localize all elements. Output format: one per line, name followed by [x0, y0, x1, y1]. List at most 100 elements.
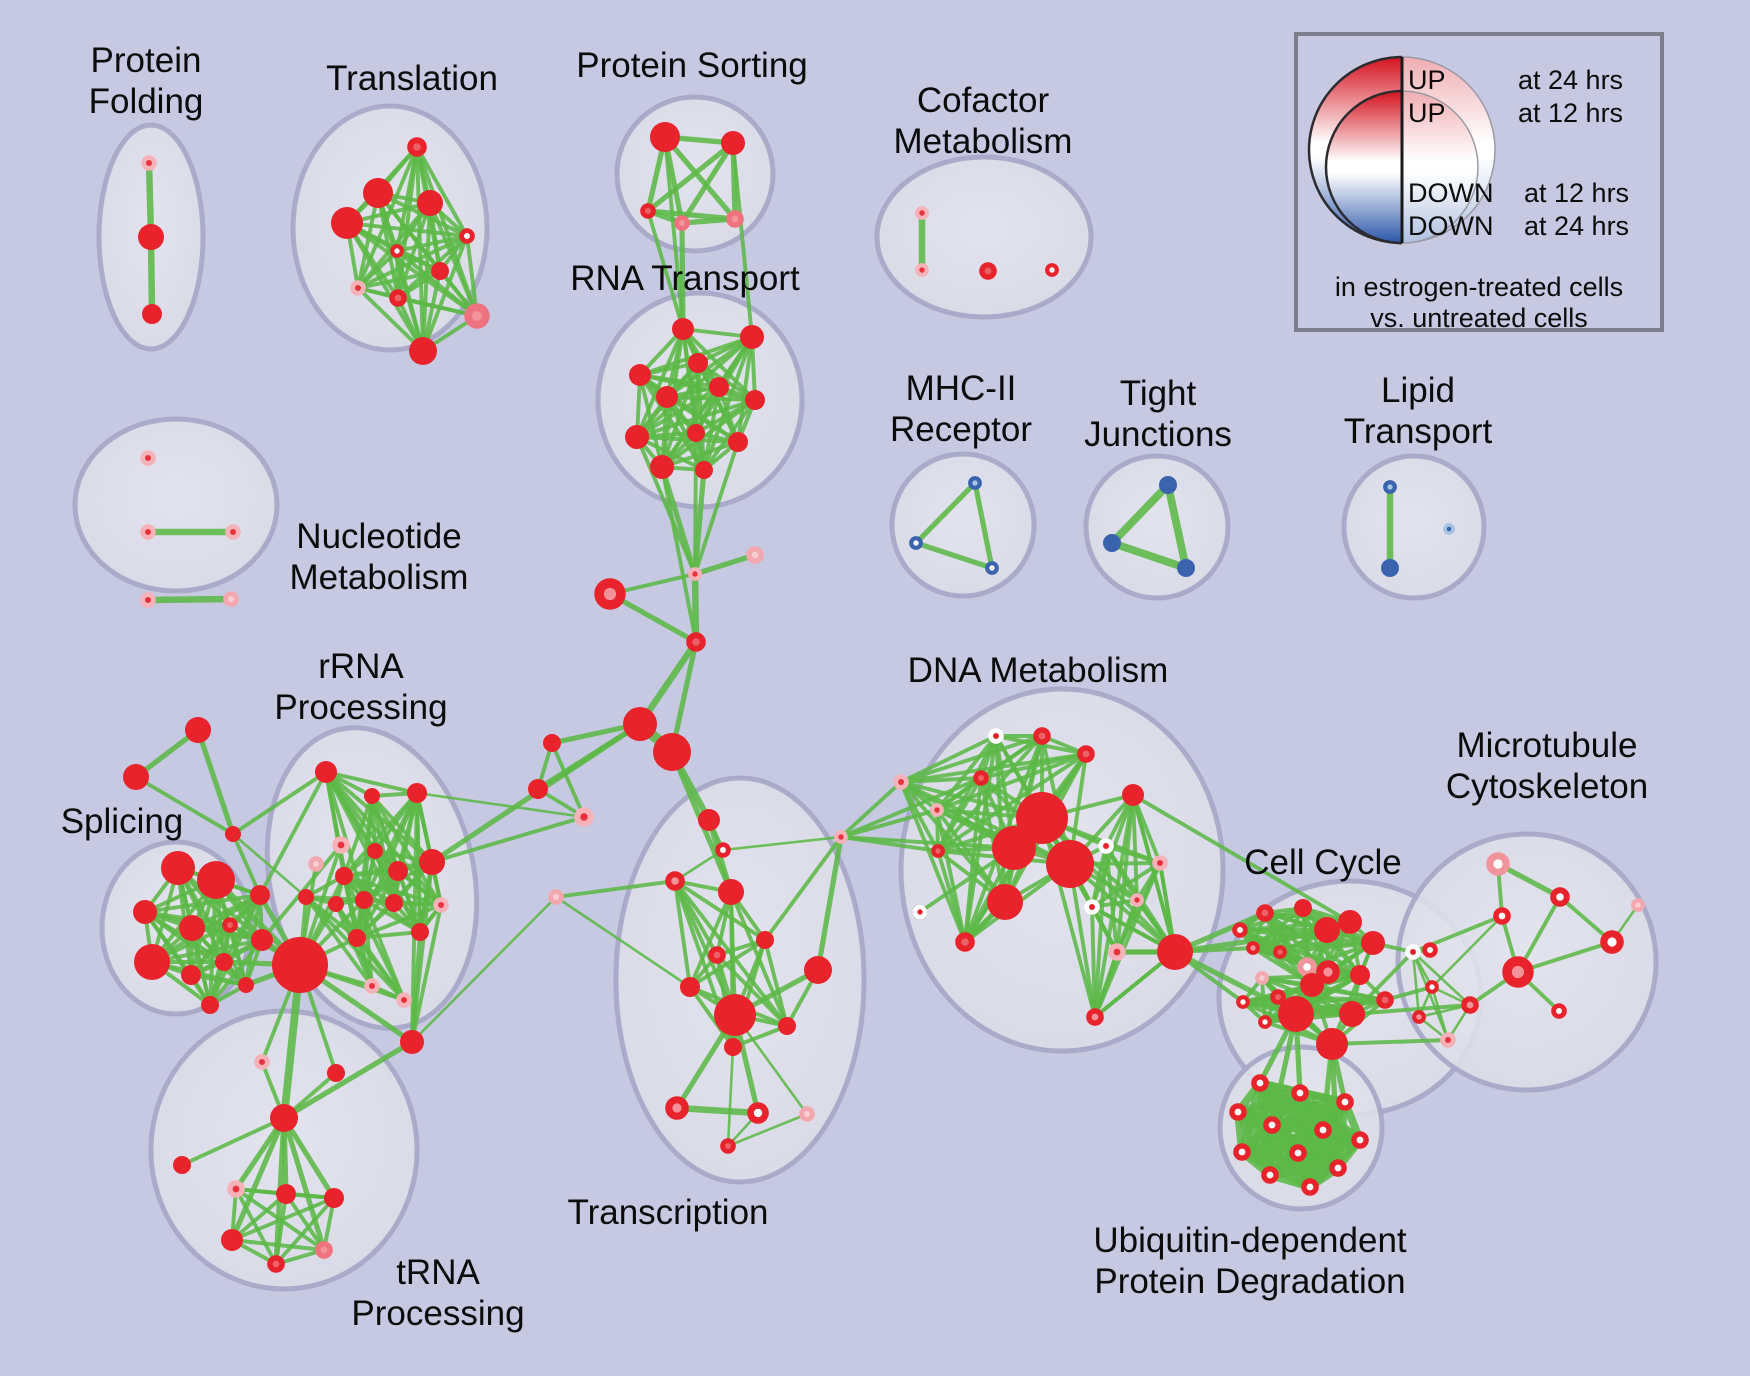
- network-edge: [899, 734, 998, 784]
- cluster-label-splicing: Splicing: [61, 802, 184, 841]
- network-edge: [345, 221, 469, 238]
- network-node: [756, 931, 774, 949]
- network-edge: [1131, 793, 1139, 902]
- network-node: [173, 1156, 191, 1174]
- network-node: [625, 425, 649, 449]
- network-edge: [410, 903, 443, 1044]
- network-node: [315, 1241, 333, 1259]
- network-node: [1338, 910, 1362, 934]
- network-edge: [726, 1112, 809, 1148]
- cluster-label-dna-metabolism: DNA Metabolism: [908, 651, 1169, 690]
- network-edge: [342, 874, 406, 1002]
- network-node: [665, 1096, 689, 1120]
- network-node: [987, 884, 1023, 920]
- network-node: [409, 337, 437, 365]
- network-edge: [395, 234, 469, 253]
- network-edge: [410, 930, 422, 1044]
- network-node: [1086, 1008, 1104, 1026]
- network-node: [656, 386, 678, 408]
- network-node: [1159, 476, 1177, 494]
- cluster-label-cell-cycle: Cell Cycle: [1244, 843, 1402, 882]
- network-edge: [230, 1196, 336, 1242]
- legend-caption-line-1: in estrogen-treated cells: [1334, 272, 1624, 302]
- network-node: [324, 1188, 344, 1208]
- network-edge: [899, 780, 1007, 904]
- network-node: [1255, 971, 1269, 985]
- network-node: [1177, 559, 1195, 577]
- network-node: [1383, 480, 1397, 494]
- network-node: [1351, 1131, 1369, 1149]
- network-node: [225, 524, 241, 540]
- cluster-label-transcription: Transcription: [568, 1193, 769, 1232]
- network-node: [407, 137, 427, 157]
- network-edge: [913, 540, 995, 571]
- network-node: [1077, 745, 1095, 763]
- network-nodes: [123, 122, 1645, 1273]
- network-node: [1232, 922, 1248, 938]
- network-edge: [281, 1115, 337, 1201]
- network-node: [385, 894, 403, 912]
- network-node: [1103, 534, 1121, 552]
- network-edge: [231, 770, 328, 836]
- network-edge: [550, 741, 586, 819]
- network-edge: [1430, 985, 1450, 1042]
- network-edge: [702, 335, 754, 472]
- cluster-label-protein-sorting: Protein Sorting: [576, 46, 808, 85]
- network-edge: [410, 895, 558, 1044]
- network-node: [1294, 899, 1312, 917]
- network-node: [1631, 898, 1645, 912]
- network-edge: [1108, 539, 1190, 572]
- network-edge: [679, 216, 738, 226]
- network-node: [709, 377, 729, 397]
- network-node: [251, 929, 273, 951]
- network-node: [1229, 1103, 1247, 1121]
- network-edge: [356, 249, 399, 290]
- network-edge: [373, 791, 419, 853]
- network-node: [747, 1102, 769, 1124]
- network-node: [1300, 973, 1324, 997]
- network-node: [640, 203, 656, 219]
- cluster-label-cofactor-metabolism: Cofactor Metabolism: [894, 81, 1073, 161]
- network-node: [688, 567, 702, 581]
- network-node: [1486, 852, 1510, 876]
- network-edge: [839, 776, 983, 839]
- network-edge: [663, 135, 685, 331]
- network-edge: [355, 869, 400, 940]
- network-node: [197, 861, 235, 899]
- network-node: [1301, 1178, 1319, 1196]
- network-node: [328, 896, 344, 912]
- network-node: [364, 788, 380, 804]
- network-node: [1270, 989, 1286, 1005]
- network-node: [308, 856, 324, 872]
- network-node: [364, 978, 380, 994]
- network-node: [893, 774, 909, 790]
- network-edge: [635, 385, 721, 439]
- network-edge: [1172, 927, 1330, 955]
- network-node: [1045, 263, 1059, 277]
- network-edge: [1131, 793, 1177, 954]
- network-node: [988, 728, 1004, 744]
- network-node: [548, 889, 564, 905]
- network-node: [528, 779, 548, 799]
- network-node: [417, 190, 443, 216]
- legend-down-12-time: at 12 hrs: [1524, 178, 1630, 208]
- cluster-label-ubiquitin-degradation: Ubiquitin-dependent Protein Degradation: [1093, 1221, 1407, 1301]
- network-edge: [415, 791, 586, 819]
- network-edge: [972, 480, 995, 571]
- network-edge: [134, 775, 235, 836]
- legend-up-24-label: UP: [1408, 65, 1446, 95]
- network-node: [973, 770, 989, 786]
- network-edge: [635, 327, 685, 439]
- cluster-ellipse-tight-junctions: [1083, 453, 1231, 601]
- network-node: [650, 122, 680, 152]
- network-node: [1084, 899, 1100, 915]
- network-edge: [688, 985, 735, 1049]
- network-edge: [815, 834, 844, 973]
- network-node: [955, 932, 975, 952]
- network-edge: [935, 808, 967, 944]
- network-node: [653, 733, 691, 771]
- network-edge: [1093, 844, 1108, 1019]
- network-node: [332, 836, 350, 854]
- legend-down-24-label: DOWN: [1408, 211, 1494, 241]
